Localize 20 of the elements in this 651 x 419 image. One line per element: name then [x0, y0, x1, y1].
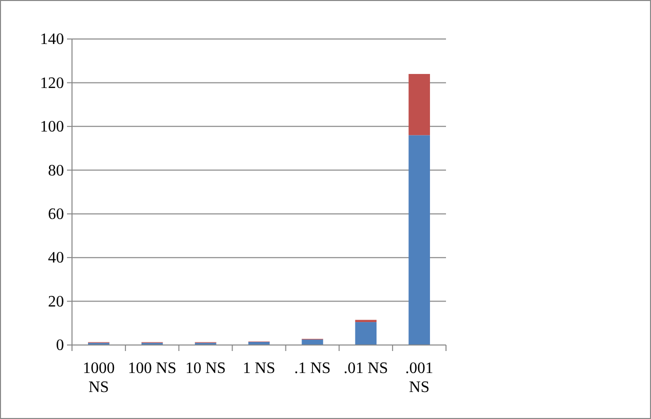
y-tick-label: 60	[48, 206, 64, 223]
y-tick-label: 140	[40, 31, 64, 48]
x-tick-label: 100 NS	[128, 360, 176, 377]
x-tick-label: 1 NS	[242, 360, 276, 377]
bar	[355, 322, 377, 345]
bar	[355, 320, 377, 322]
y-tick-label: 40	[48, 250, 64, 267]
bar	[408, 135, 430, 345]
bar	[408, 74, 430, 136]
x-tick-label: .001 NS	[405, 360, 434, 396]
x-tick-label: 1000 NS	[82, 360, 115, 396]
y-tick-label: 20	[48, 293, 64, 310]
y-tick-label: 120	[40, 74, 64, 92]
x-tick-label: .01 NS	[344, 360, 388, 377]
bar	[302, 340, 324, 345]
y-tick-label: 0	[56, 337, 64, 354]
y-tick-label: 80	[48, 162, 64, 180]
x-tick-label: 10 NS	[185, 360, 226, 377]
y-tick-label: 100	[40, 118, 64, 136]
x-tick-label: .1 NS	[294, 360, 331, 377]
